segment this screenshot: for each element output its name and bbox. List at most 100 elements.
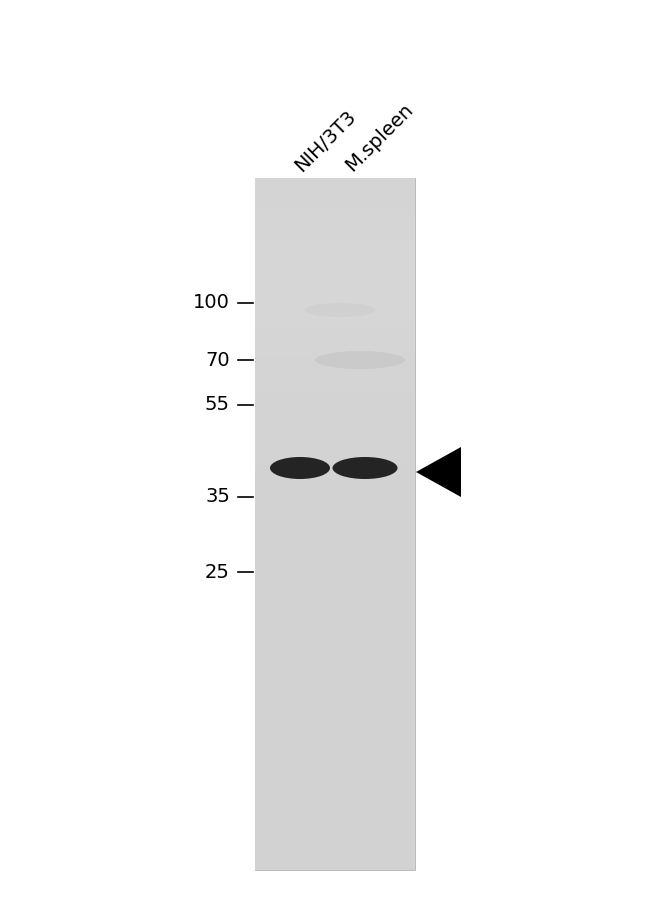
Bar (255, 642, 415, 645)
Bar (255, 296, 415, 299)
Bar (255, 776, 415, 780)
Bar (255, 347, 415, 351)
Bar (255, 448, 415, 451)
Bar (255, 565, 415, 569)
Bar (255, 445, 415, 448)
Bar (255, 441, 415, 445)
Bar (255, 219, 415, 223)
Bar (255, 589, 415, 593)
Bar (255, 749, 415, 752)
Bar (255, 392, 415, 396)
Bar (255, 185, 415, 189)
Bar (255, 739, 415, 742)
Bar (255, 258, 415, 261)
Bar (255, 213, 415, 216)
Bar (255, 331, 415, 333)
Bar (255, 351, 415, 355)
Bar (255, 406, 415, 410)
Bar (255, 715, 415, 717)
Bar (255, 365, 415, 368)
Bar (255, 697, 415, 701)
Bar (255, 670, 415, 672)
Bar (255, 573, 415, 576)
Bar (255, 379, 415, 382)
Bar (255, 614, 415, 617)
Bar (255, 583, 415, 587)
Bar (255, 240, 415, 244)
Bar (255, 368, 415, 372)
Bar (255, 427, 415, 431)
Bar (255, 648, 415, 652)
Bar (255, 317, 415, 320)
Bar (255, 638, 415, 642)
Bar (255, 282, 415, 286)
Bar (255, 759, 415, 763)
Bar (255, 680, 415, 683)
Bar (255, 274, 415, 278)
Bar (255, 811, 415, 815)
Bar (255, 396, 415, 400)
Bar (255, 465, 415, 469)
Bar (255, 189, 415, 192)
Bar (255, 507, 415, 510)
Bar (255, 272, 415, 274)
Bar (255, 203, 415, 205)
Bar (255, 701, 415, 704)
Polygon shape (416, 447, 461, 497)
Bar (255, 230, 415, 233)
Bar (255, 621, 415, 624)
Bar (255, 707, 415, 711)
Bar (255, 652, 415, 656)
Bar (255, 459, 415, 461)
Bar (255, 251, 415, 254)
Ellipse shape (333, 457, 398, 479)
Bar (255, 597, 415, 600)
Bar (255, 493, 415, 496)
Bar (255, 603, 415, 607)
Ellipse shape (315, 351, 405, 369)
Bar (255, 288, 415, 292)
Bar (255, 389, 415, 392)
Bar (255, 725, 415, 729)
Text: 70: 70 (205, 351, 230, 369)
Bar (255, 804, 415, 808)
Bar (255, 237, 415, 240)
Bar (255, 320, 415, 323)
Bar (255, 341, 415, 344)
Bar (255, 849, 415, 853)
Text: 25: 25 (205, 563, 230, 581)
Bar (255, 542, 415, 544)
Bar (255, 853, 415, 857)
Bar (255, 372, 415, 375)
Bar (255, 286, 415, 288)
Bar (255, 617, 415, 621)
Bar (255, 735, 415, 739)
Bar (255, 517, 415, 520)
Bar (255, 303, 415, 306)
Bar (255, 579, 415, 583)
Bar (255, 327, 415, 331)
Bar (255, 562, 415, 565)
Bar (255, 752, 415, 756)
Bar (255, 479, 415, 483)
Bar (255, 524, 415, 528)
Bar (255, 299, 415, 303)
Bar (255, 503, 415, 507)
Bar (255, 192, 415, 195)
Bar (255, 333, 415, 337)
Bar (255, 216, 415, 219)
Bar (255, 587, 415, 589)
Bar (255, 756, 415, 759)
Bar (255, 472, 415, 475)
Bar (255, 514, 415, 517)
Bar (255, 337, 415, 341)
Bar (255, 361, 415, 365)
Bar (255, 808, 415, 811)
Bar (255, 672, 415, 676)
Ellipse shape (270, 457, 330, 479)
Bar (255, 766, 415, 770)
Bar (255, 559, 415, 562)
Bar (255, 205, 415, 209)
Bar (255, 195, 415, 199)
Bar (255, 676, 415, 680)
